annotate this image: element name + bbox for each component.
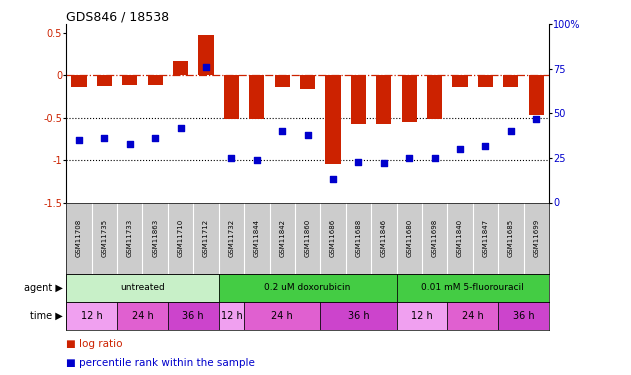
Text: agent ▶: agent ▶: [24, 283, 63, 293]
Text: 0.01 mM 5-fluorouracil: 0.01 mM 5-fluorouracil: [422, 284, 524, 292]
Point: [379, 160, 389, 166]
Text: GSM11847: GSM11847: [483, 219, 488, 257]
Bar: [427, 75, 442, 119]
Point: [277, 128, 287, 134]
Text: GSM11699: GSM11699: [533, 219, 540, 257]
Point: [506, 128, 516, 134]
Text: ■ log ratio: ■ log ratio: [66, 339, 123, 350]
Point: [353, 159, 363, 165]
Point: [303, 132, 313, 138]
Text: GSM11840: GSM11840: [457, 219, 463, 257]
Text: GSM11710: GSM11710: [177, 219, 184, 257]
Bar: [396, 274, 549, 302]
Text: GDS846 / 18538: GDS846 / 18538: [66, 10, 169, 23]
Text: GSM11685: GSM11685: [508, 219, 514, 257]
Point: [150, 135, 160, 141]
Bar: [168, 302, 219, 330]
Text: 36 h: 36 h: [182, 311, 204, 321]
Text: 24 h: 24 h: [462, 311, 483, 321]
Text: GSM11733: GSM11733: [127, 219, 133, 257]
Bar: [244, 302, 321, 330]
Bar: [321, 302, 396, 330]
Bar: [71, 75, 86, 87]
Point: [455, 146, 465, 152]
Bar: [504, 75, 519, 87]
Bar: [122, 75, 138, 86]
Text: GSM11698: GSM11698: [432, 219, 438, 257]
Point: [99, 135, 109, 141]
Text: GSM11860: GSM11860: [305, 219, 310, 257]
Bar: [452, 75, 468, 87]
Bar: [300, 75, 316, 89]
Bar: [219, 274, 396, 302]
Point: [252, 157, 262, 163]
Text: 0.2 uM doxorubicin: 0.2 uM doxorubicin: [264, 284, 351, 292]
Bar: [173, 61, 188, 75]
Point: [404, 155, 415, 161]
Text: 36 h: 36 h: [348, 311, 369, 321]
Text: ■ percentile rank within the sample: ■ percentile rank within the sample: [66, 358, 255, 368]
Bar: [66, 302, 117, 330]
Point: [531, 116, 541, 122]
Bar: [351, 75, 366, 124]
Text: GSM11844: GSM11844: [254, 219, 260, 257]
Point: [480, 142, 490, 148]
Bar: [219, 302, 244, 330]
Text: GSM11712: GSM11712: [203, 219, 209, 257]
Bar: [97, 75, 112, 86]
Text: GSM11846: GSM11846: [381, 219, 387, 257]
Text: untreated: untreated: [120, 284, 165, 292]
Point: [201, 64, 211, 70]
Bar: [447, 302, 498, 330]
Point: [227, 155, 237, 161]
Bar: [396, 302, 447, 330]
Text: time ▶: time ▶: [30, 311, 63, 321]
Bar: [376, 75, 391, 124]
Text: GSM11863: GSM11863: [152, 219, 158, 257]
Text: 12 h: 12 h: [220, 311, 242, 321]
Text: 12 h: 12 h: [81, 311, 102, 321]
Point: [430, 155, 440, 161]
Point: [175, 125, 186, 131]
Bar: [274, 75, 290, 87]
Bar: [326, 75, 341, 164]
Text: GSM11686: GSM11686: [330, 219, 336, 257]
Text: GSM11708: GSM11708: [76, 219, 82, 257]
Text: GSM11688: GSM11688: [355, 219, 362, 257]
Text: 36 h: 36 h: [513, 311, 534, 321]
Text: 24 h: 24 h: [271, 311, 293, 321]
Bar: [66, 274, 219, 302]
Bar: [498, 302, 549, 330]
Bar: [249, 75, 264, 119]
Text: GSM11842: GSM11842: [279, 219, 285, 257]
Text: 24 h: 24 h: [132, 311, 153, 321]
Point: [125, 141, 135, 147]
Text: GSM11680: GSM11680: [406, 219, 412, 257]
Point: [74, 137, 84, 143]
Bar: [224, 75, 239, 118]
Point: [328, 176, 338, 182]
Bar: [401, 75, 417, 122]
Bar: [117, 302, 168, 330]
Bar: [198, 34, 214, 75]
Text: GSM11732: GSM11732: [228, 219, 234, 257]
Text: 12 h: 12 h: [411, 311, 433, 321]
Bar: [148, 75, 163, 86]
Text: GSM11735: GSM11735: [102, 219, 107, 257]
Bar: [478, 75, 493, 87]
Bar: [529, 75, 544, 115]
